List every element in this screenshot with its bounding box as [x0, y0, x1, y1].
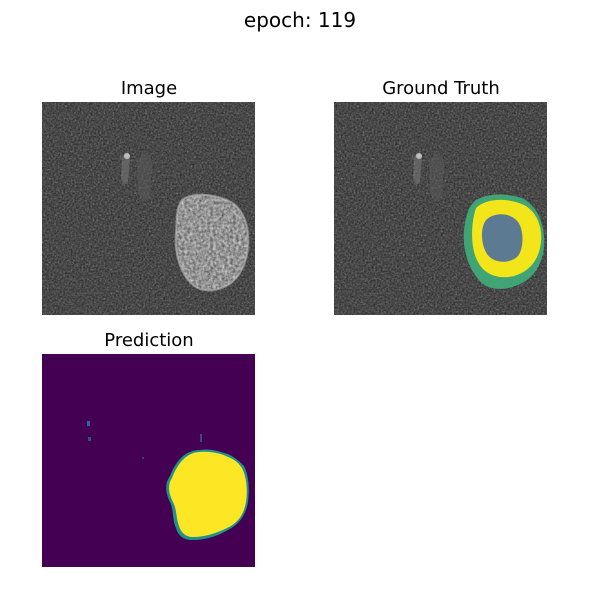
prediction-panel-title: Prediction [104, 330, 194, 351]
ground-truth-panel [334, 102, 547, 315]
image-panel [42, 102, 255, 315]
prediction-mask-image [42, 354, 255, 567]
prediction-panel [42, 354, 255, 567]
image-panel-title: Image [120, 78, 178, 99]
ground-truth-panel-title: Ground Truth [382, 78, 500, 99]
figure-title: epoch: 119 [243, 8, 357, 32]
mri-scan-image [42, 102, 255, 315]
ground-truth-overlay-image [334, 102, 547, 315]
